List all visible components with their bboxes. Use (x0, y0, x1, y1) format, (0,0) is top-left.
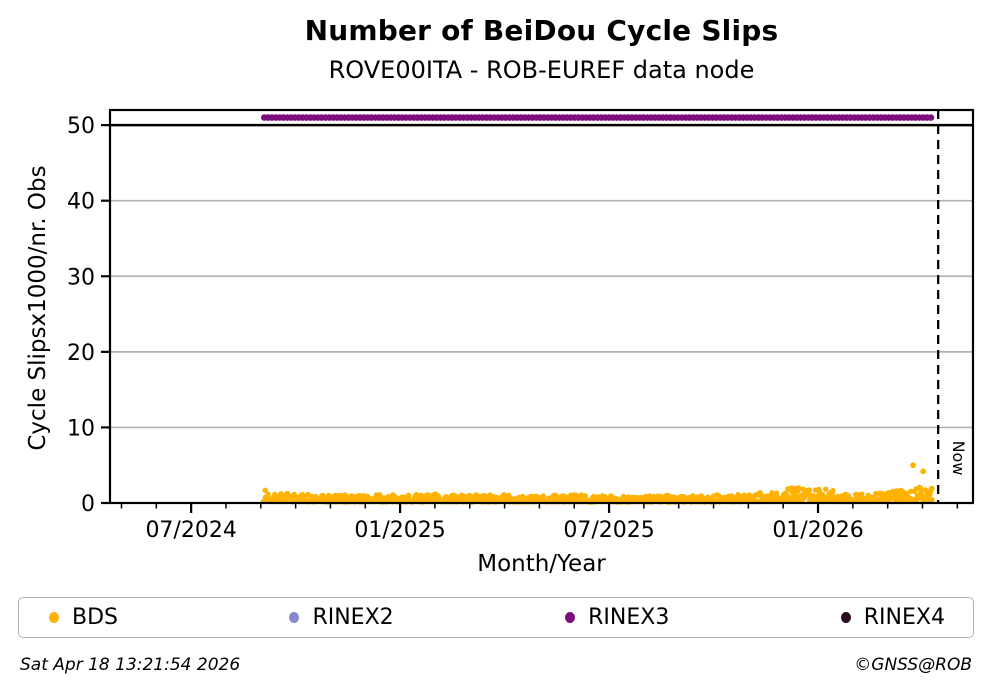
bds-point (769, 490, 775, 496)
legend-item-rinex4: RINEX4 (840, 605, 945, 630)
chart-subtitle: ROVE00ITA - ROB-EUREF data node (328, 56, 755, 84)
bds-point (927, 491, 933, 498)
bds-point (519, 493, 526, 500)
bds-point (929, 496, 935, 503)
plot-timestamp: Sat Apr 18 13:21:54 2026 (20, 655, 241, 675)
x-axis-label: Month/Year (477, 551, 606, 577)
x-tick-label: 07/2024 (145, 518, 236, 543)
bds-marker-icon (49, 612, 59, 623)
legend-label-rinex4: RINEX4 (863, 605, 945, 630)
chart-title: Number of BeiDou Cycle Slips (304, 14, 779, 47)
bds-outlier-point (920, 468, 927, 475)
y-tick-label: 40 (67, 190, 95, 215)
bds-point (929, 485, 935, 491)
x-tick-label: 01/2025 (354, 518, 445, 543)
plot-frame (108, 108, 975, 505)
bds-point (859, 491, 865, 497)
bds-point (922, 487, 929, 493)
bds-point (405, 493, 411, 499)
y-axis-label: Cycle Slipsx1000/nr. Obs (25, 165, 51, 451)
legend-item-rinex2: RINEX2 (289, 605, 394, 630)
bds-outlier-point (787, 485, 794, 492)
bds-outlier-point (910, 462, 916, 469)
y-tick-label: 20 (67, 341, 95, 366)
bds-point (265, 491, 271, 497)
bds-point (908, 488, 914, 495)
bds-point (435, 493, 442, 499)
y-tick-label: 50 (67, 114, 95, 139)
copyright-credit: ©GNSS@ROB (854, 655, 972, 675)
bds-point (810, 493, 816, 499)
bds-point (272, 491, 278, 498)
legend-label-bds: BDS (72, 605, 118, 630)
y-tick-label: 10 (67, 416, 95, 441)
rinex2-marker-icon (289, 612, 300, 623)
rinex4-marker-icon (840, 612, 851, 623)
bds-point (917, 485, 924, 492)
y-tick-label: 30 (67, 265, 95, 290)
legend-label-rinex2: RINEX2 (312, 605, 394, 630)
bds-point (823, 486, 829, 492)
legend-item-rinex3: RINEX3 (565, 605, 669, 630)
now-label: Now (949, 441, 968, 476)
legend-label-rinex3: RINEX3 (588, 605, 670, 630)
rinex3-marker-icon (565, 612, 576, 623)
bds-point (773, 490, 780, 496)
rinex3-point (927, 114, 935, 121)
bds-point (796, 485, 802, 491)
bds-point (830, 487, 836, 494)
bds-point (262, 487, 268, 493)
x-tick-label: 01/2026 (772, 518, 863, 543)
y-tick-label: 0 (81, 492, 95, 517)
legend: BDS RINEX2 RINEX3 RINEX4 (18, 597, 974, 638)
bds-point (806, 487, 813, 493)
x-tick-label: 07/2025 (563, 518, 654, 543)
legend-item-bds: BDS (49, 605, 118, 630)
